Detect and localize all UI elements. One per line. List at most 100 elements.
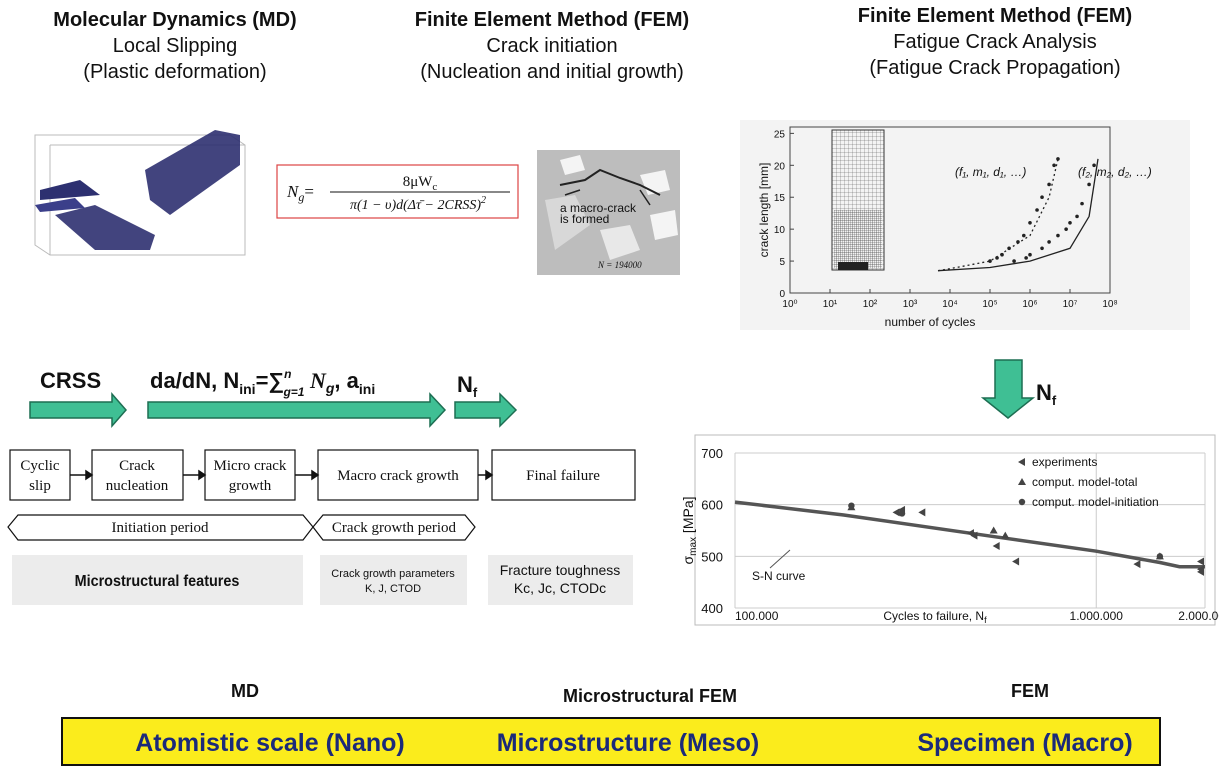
data-point	[1092, 164, 1096, 168]
data-point	[1047, 240, 1051, 244]
header-title: Finite Element Method (FEM)	[415, 9, 689, 31]
y-axis-label-text: [MPa]	[680, 496, 696, 536]
x-tick-label: 10⁷	[1063, 299, 1078, 310]
chart-background	[740, 120, 1190, 330]
stage-label: growth	[229, 478, 272, 494]
header-line: (Plastic deformation)	[83, 61, 266, 83]
arrow-text: =∑	[256, 368, 285, 393]
data-point	[1040, 195, 1044, 199]
x-tick-label: 10⁸	[1102, 299, 1117, 310]
arrow-label: Nf	[1036, 380, 1057, 408]
header-line: (Fatigue Crack Propagation)	[869, 57, 1120, 79]
method-label: Microstructural FEM	[563, 686, 737, 706]
x-tick-label: 10⁰	[782, 299, 797, 310]
data-point	[1047, 183, 1051, 187]
micrograph-count: N = 194000	[597, 260, 642, 270]
x-tick-label: 2.000.000	[1178, 609, 1219, 623]
legend-label: comput. model-total	[1032, 475, 1137, 489]
green-arrow	[983, 360, 1033, 418]
y-tick-label: 400	[701, 601, 723, 616]
y-tick-label: 700	[701, 446, 723, 461]
y-axis-label-sub: max	[688, 537, 699, 556]
data-point	[899, 510, 905, 516]
arrow-text: , a	[334, 368, 359, 393]
y-tick-label: 500	[701, 549, 723, 564]
x-tick-label: 10¹	[823, 299, 838, 310]
arrow-text: N	[457, 372, 473, 397]
stage-label: Macro crack growth	[337, 468, 459, 484]
stage-label: Cyclic	[20, 458, 59, 474]
formula-text: π(1 − υ)d(Δτ̄ − 2CRSS)	[350, 198, 481, 213]
data-point	[1040, 247, 1044, 251]
x-tick-label: 10³	[903, 299, 918, 310]
formula-sup: 2	[481, 195, 486, 206]
annotation: (f₁, m₁, d₁, …)	[955, 165, 1026, 179]
data-point	[1157, 553, 1163, 559]
header-line: Local Slipping	[113, 35, 238, 57]
period-label: Crack growth period	[332, 520, 457, 536]
method-label: MD	[231, 681, 259, 701]
arrow-label: Nf	[457, 372, 478, 400]
arrow-text: CRSS	[40, 368, 101, 393]
header-title: Molecular Dynamics (MD)	[53, 9, 296, 31]
header-line: (Nucleation and initial growth)	[420, 61, 683, 83]
data-point	[848, 503, 854, 509]
micrograph: a macro-crack is formed N = 194000	[537, 150, 680, 275]
header: Molecular Dynamics (MD) Local Slipping (…	[53, 5, 1132, 83]
data-point	[1087, 183, 1091, 187]
data-point	[1028, 221, 1032, 225]
y-tick-label: 5	[779, 257, 785, 268]
stages: Cyclic slip Crack nucleation Micro crack…	[8, 450, 635, 540]
period-label: Initiation period	[111, 520, 209, 536]
y-tick-label: 20	[774, 161, 786, 172]
y-axis-label: crack length [mm]	[757, 163, 771, 258]
y-tick-label: 600	[701, 498, 723, 513]
data-point	[1012, 259, 1016, 263]
data-point	[1080, 202, 1084, 206]
arrow-sub: ini	[239, 381, 255, 397]
x-tick-label: 1.000.000	[1070, 609, 1124, 623]
parameter-label: K, J, CTOD	[365, 583, 421, 595]
green-arrow	[455, 394, 516, 426]
data-point	[1028, 253, 1032, 257]
x-tick-label: 10²	[863, 299, 878, 310]
formula-denominator: π(1 − υ)d(Δτ̄ − 2CRSS)2	[350, 195, 486, 213]
header-line: Crack initiation	[486, 35, 617, 57]
formula: Ng= 8μWc π(1 − υ)d(Δτ̄ − 2CRSS)2	[277, 165, 518, 218]
data-point	[1052, 164, 1056, 168]
arrow-sub: f	[1052, 393, 1057, 408]
arrow-text: da/dN, N	[150, 368, 239, 393]
annotation: S-N curve	[752, 569, 806, 583]
x-axis-label-text: Cycles to failure, N	[883, 609, 984, 623]
y-tick-label: 10	[774, 225, 786, 236]
data-point	[1035, 208, 1039, 212]
arrow-sup: n	[284, 367, 291, 381]
data-point	[1068, 221, 1072, 225]
scales: MD Microstructural FEM FEM Atomistic sca…	[62, 681, 1160, 765]
y-tick-label: 25	[774, 129, 786, 140]
formula-text: =	[304, 182, 314, 201]
mesh-image	[832, 130, 884, 270]
arrow-sub: g=1	[282, 385, 304, 399]
micrograph-caption: is formed	[560, 212, 609, 226]
down-arrow: Nf	[983, 360, 1057, 418]
arrow-sub: g	[325, 380, 335, 396]
scale-label: Microstructure (Meso)	[497, 729, 760, 757]
x-tick-label: 10⁴	[942, 299, 957, 310]
legend-label: experiments	[1032, 455, 1097, 469]
x-tick-label: 10⁵	[982, 299, 997, 310]
data-point	[1075, 215, 1079, 219]
arrow-sub: ini	[359, 381, 375, 397]
x-tick-label: 10⁶	[1022, 299, 1037, 310]
scale-label: Specimen (Macro)	[917, 729, 1132, 757]
header-title: Finite Element Method (FEM)	[858, 5, 1132, 27]
y-tick-label: 15	[774, 193, 786, 204]
parameter-label: Fracture toughness	[500, 562, 621, 578]
legend-marker	[1019, 499, 1025, 505]
parameter-label: Microstructural features	[75, 572, 240, 590]
stage-label: slip	[29, 478, 51, 494]
x-axis-label: number of cycles	[885, 315, 976, 329]
header-line: Fatigue Crack Analysis	[893, 31, 1096, 53]
annotation: (f₂, m₂, d₂, …)	[1078, 165, 1152, 179]
